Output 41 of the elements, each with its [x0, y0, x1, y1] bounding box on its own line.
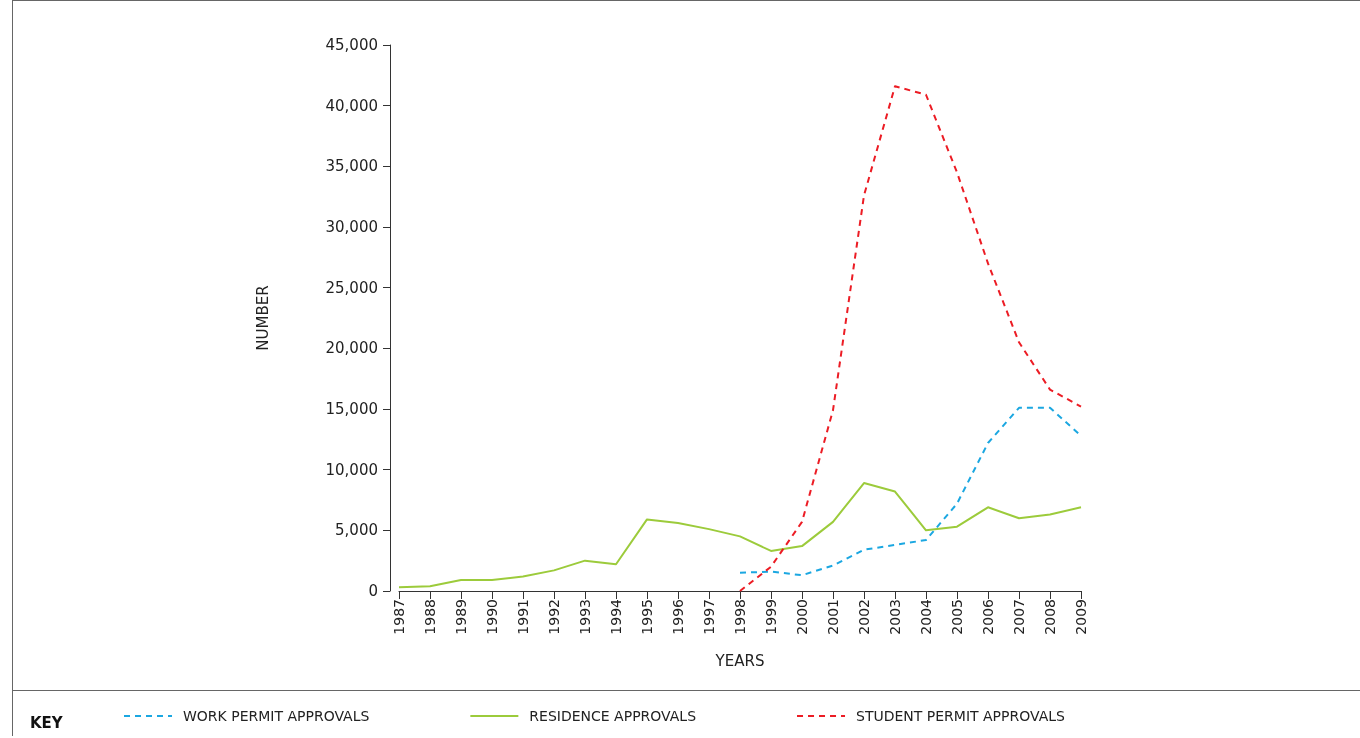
x-tick-label: 2006	[980, 598, 996, 635]
x-tick-label: 1993	[577, 599, 593, 635]
x-tick-label: 1994	[608, 598, 624, 635]
y-tick-label: 35,000	[325, 157, 378, 176]
x-tick-label: 1989	[453, 599, 469, 635]
x-tick-label: 1992	[546, 599, 562, 635]
legend-label: WORK PERMIT APPROVALS	[183, 708, 370, 724]
y-tick-label: 15,000	[325, 400, 378, 418]
x-tick-label: 1987	[391, 599, 407, 635]
x-tick-label: 2005	[949, 599, 965, 635]
x-tick-label: 1991	[515, 599, 531, 635]
x-tick-label: 2004	[918, 598, 934, 635]
x-tick-label: 1988	[422, 599, 438, 635]
y-tick-label: 40,000	[325, 96, 378, 115]
x-tick-label: 2009	[1073, 599, 1089, 635]
x-tick-label: 1997	[701, 599, 717, 635]
line-series	[739, 85, 1082, 592]
x-tick-label: 2008	[1042, 599, 1058, 635]
y-tick-label: 10,000	[325, 460, 378, 479]
x-tick-label: 2000	[794, 599, 810, 635]
x-tick-label: 2007	[1011, 599, 1027, 635]
x-tick-label: 2002	[856, 599, 872, 635]
legend-title: KEY	[30, 713, 64, 732]
x-tick-label: 1998	[732, 599, 748, 635]
y-tick-label: 0	[368, 582, 378, 600]
x-tick-label: 1995	[639, 599, 655, 635]
x-tick-label: 2001	[825, 599, 841, 635]
x-axis-title: YEARS	[714, 651, 765, 670]
y-tick-label: 5,000	[335, 521, 378, 540]
y-tick-label: 25,000	[325, 278, 378, 297]
x-tick-label: 2003	[887, 599, 903, 635]
y-tick-label: 45,000	[325, 36, 378, 54]
y-tick-label: 30,000	[325, 218, 378, 236]
x-tick-label: 1999	[763, 599, 779, 635]
legend-label: STUDENT PERMIT APPROVALS	[856, 708, 1066, 724]
y-tick-label: 20,000	[325, 339, 378, 358]
x-tick-label: 1990	[484, 599, 500, 635]
y-axis-title: NUMBER	[253, 285, 272, 351]
legend-label: RESIDENCE APPROVALS	[529, 708, 697, 724]
x-tick-label: 1996	[670, 598, 686, 635]
line-series	[739, 406, 1082, 577]
